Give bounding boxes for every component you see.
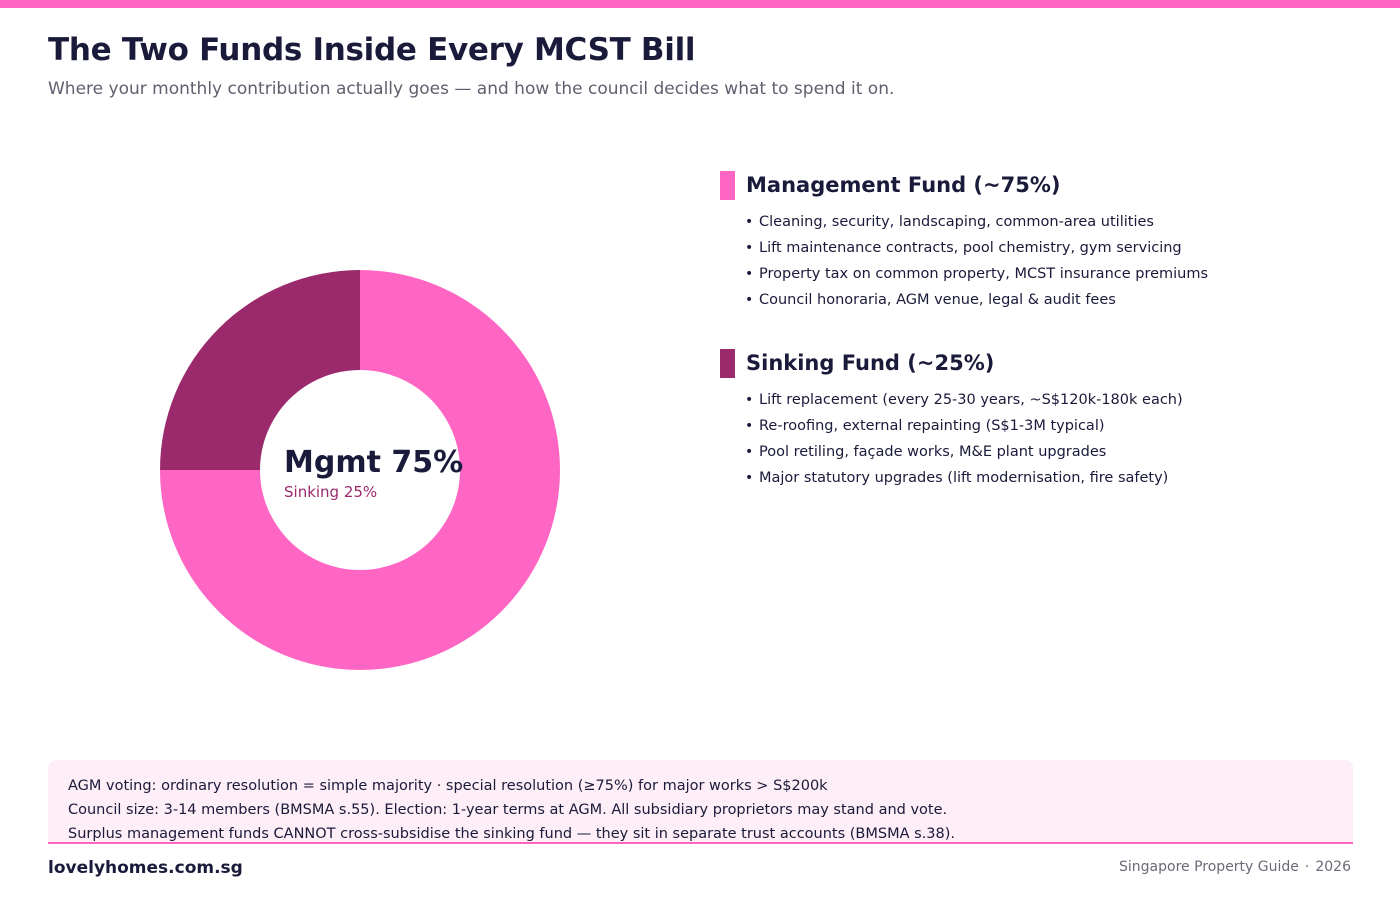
footer-year: 2026 (1315, 859, 1351, 875)
donut-center-label: Mgmt 75% (284, 445, 463, 480)
note-agm-voting: AGM voting: ordinary resolution = simple… (68, 778, 828, 794)
list-item: Council honoraria, AGM venue, legal & au… (745, 287, 1360, 313)
management-fund-swatch (720, 170, 735, 200)
donut-slice-management-fund (160, 270, 560, 670)
footer-guide-info: Singapore Property Guide · 2026 (1119, 859, 1351, 875)
management-fund-list: Cleaning, security, landscaping, common-… (720, 209, 1360, 313)
list-item: Re-roofing, external repainting (S$1-3M … (745, 413, 1360, 439)
list-item: Lift replacement (every 25-30 years, ~S$… (745, 387, 1360, 413)
footer-separator: · (1304, 859, 1310, 875)
management-fund-section: Management Fund (~75%) Cleaning, securit… (720, 170, 1360, 313)
list-item: Pool retiling, façade works, M&E plant u… (745, 439, 1360, 465)
list-item: Property tax on common property, MCST in… (745, 261, 1360, 287)
page-subtitle: Where your monthly contribution actually… (48, 79, 895, 99)
governance-notes-box: AGM voting: ordinary resolution = simple… (48, 760, 1353, 844)
sinking-fund-title: Sinking Fund (~25%) (746, 351, 995, 375)
footer-guide-name: Singapore Property Guide (1119, 859, 1299, 875)
note-council-size: Council size: 3-14 members (BMSMA s.55).… (68, 802, 948, 818)
top-accent-bar (0, 0, 1400, 8)
sinking-fund-list: Lift replacement (every 25-30 years, ~S$… (720, 387, 1360, 491)
sinking-fund-section: Sinking Fund (~25%) Lift replacement (ev… (720, 348, 1360, 491)
list-item: Major statutory upgrades (lift modernisa… (745, 465, 1360, 491)
note-surplus-funds: Surplus management funds CANNOT cross-su… (68, 826, 956, 842)
management-fund-heading: Management Fund (~75%) (720, 170, 1360, 200)
sinking-fund-swatch (720, 348, 735, 378)
list-item: Cleaning, security, landscaping, common-… (745, 209, 1360, 235)
footer-brand: lovelyhomes.com.sg (48, 858, 243, 878)
donut-slice-sinking-fund (160, 270, 360, 470)
management-fund-title: Management Fund (~75%) (746, 173, 1061, 197)
sinking-fund-heading: Sinking Fund (~25%) (720, 348, 1360, 378)
donut-center-sublabel: Sinking 25% (284, 483, 377, 501)
fund-split-donut-chart: Mgmt 75% Sinking 25% (160, 270, 560, 670)
page-title: The Two Funds Inside Every MCST Bill (48, 32, 696, 68)
list-item: Lift maintenance contracts, pool chemist… (745, 235, 1360, 261)
